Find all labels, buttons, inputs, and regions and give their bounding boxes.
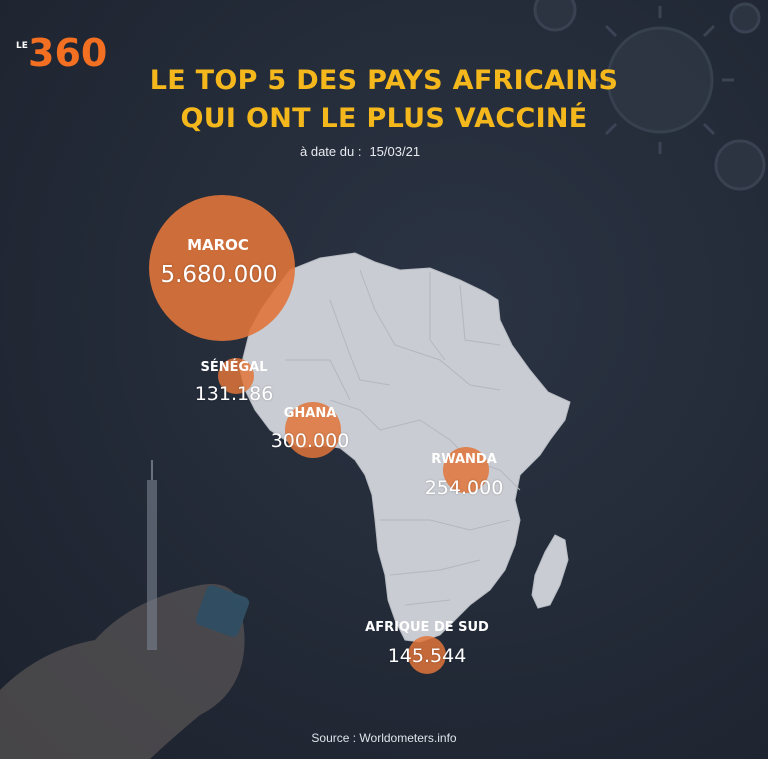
title-line-1: LE TOP 5 DES PAYS AFRICAINS <box>149 65 619 96</box>
country-value-senegal: 131.186 <box>194 383 274 405</box>
country-value-maroc: 5.680.000 <box>160 262 278 288</box>
date-label: à date du : <box>300 144 362 159</box>
bubble-maroc <box>149 195 295 341</box>
country-value-ghana: 300.000 <box>270 430 350 452</box>
bubble-rwanda <box>443 447 489 493</box>
country-name-maroc: MAROC <box>187 236 249 254</box>
page-title: LE TOP 5 DES PAYS AFRICAINS QUI ONT LE P… <box>0 62 768 138</box>
country-name-senegal: SÉNÉGAL <box>200 360 268 375</box>
country-name-rwanda: RWANDA <box>431 452 497 467</box>
virus-icon <box>586 6 734 154</box>
africa-landmass <box>239 252 571 643</box>
bubble-afrique-du-sud <box>408 636 446 674</box>
source-credit: Source : Worldometers.info <box>311 731 457 745</box>
country-name-afrique-du-sud: AFRIQUE DE SUD <box>365 620 489 635</box>
madagascar <box>531 534 569 609</box>
country-borders <box>285 269 521 606</box>
bubble-ghana <box>285 402 341 458</box>
title-line-2: QUI ONT LE PLUS VACCINÉ <box>180 103 588 134</box>
date-line: à date du : 15/03/21 <box>300 144 420 159</box>
country-value-rwanda: 254.000 <box>424 477 504 499</box>
hand-icon <box>0 584 250 759</box>
bubble-senegal <box>218 358 254 394</box>
vaccine-vial-icon <box>195 585 250 637</box>
svg-text:360: 360 <box>28 31 107 72</box>
country-name-ghana: GHANA <box>283 406 337 421</box>
virus-icon <box>533 0 766 191</box>
logo-icon: LE 360 <box>16 31 107 75</box>
svg-text:LE: LE <box>16 41 28 51</box>
country-value-afrique-du-sud: 145.544 <box>387 645 467 667</box>
date-value: 15/03/21 <box>369 144 421 159</box>
logo-le360: LE 360 <box>16 22 116 75</box>
